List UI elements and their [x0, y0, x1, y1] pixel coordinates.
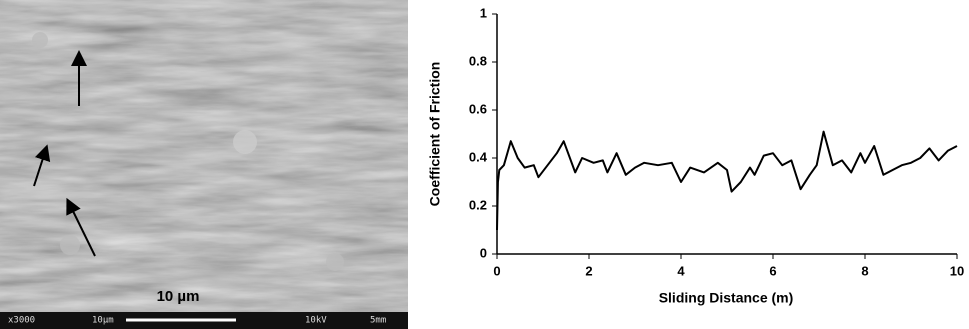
x-tick-label: 0: [493, 263, 500, 278]
info-text: 10µm: [92, 316, 114, 326]
chart: Sliding Distance (m) Coefficient of Fric…: [427, 5, 965, 305]
y-tick-label: 0.8: [469, 53, 487, 68]
friction-line: [496, 130, 958, 231]
x-tick-label: 8: [861, 263, 868, 278]
arrow: [66, 197, 96, 257]
sem-texture: [0, 0, 408, 312]
info-text: 10kV: [305, 316, 327, 326]
particle: [326, 253, 344, 271]
y-tick-label: 0.2: [469, 197, 487, 212]
particle: [233, 130, 257, 154]
particle: [60, 235, 80, 255]
x-axis-label: Sliding Distance (m): [659, 290, 794, 306]
x-tick-label: 2: [585, 263, 592, 278]
y-tick-label: 0: [480, 245, 487, 260]
y-tick-label: 1: [480, 5, 487, 20]
micrograph: 10 µm x3000 10µm 10kV 5mm: [0, 0, 408, 329]
scale-label: 10 µm: [157, 288, 200, 305]
x-tick-label: 4: [677, 263, 685, 278]
x-tick-label: 10: [950, 263, 964, 278]
y-tick-label: 0.6: [469, 101, 487, 116]
particle: [32, 32, 48, 48]
x-tick-label: 6: [769, 263, 776, 278]
info-text: 5mm: [370, 316, 386, 326]
info-text: x3000: [8, 316, 35, 326]
y-tick-label: 0.4: [469, 149, 488, 164]
y-axis-label: Coefficient of Friction: [427, 62, 443, 207]
arrow: [33, 144, 51, 187]
